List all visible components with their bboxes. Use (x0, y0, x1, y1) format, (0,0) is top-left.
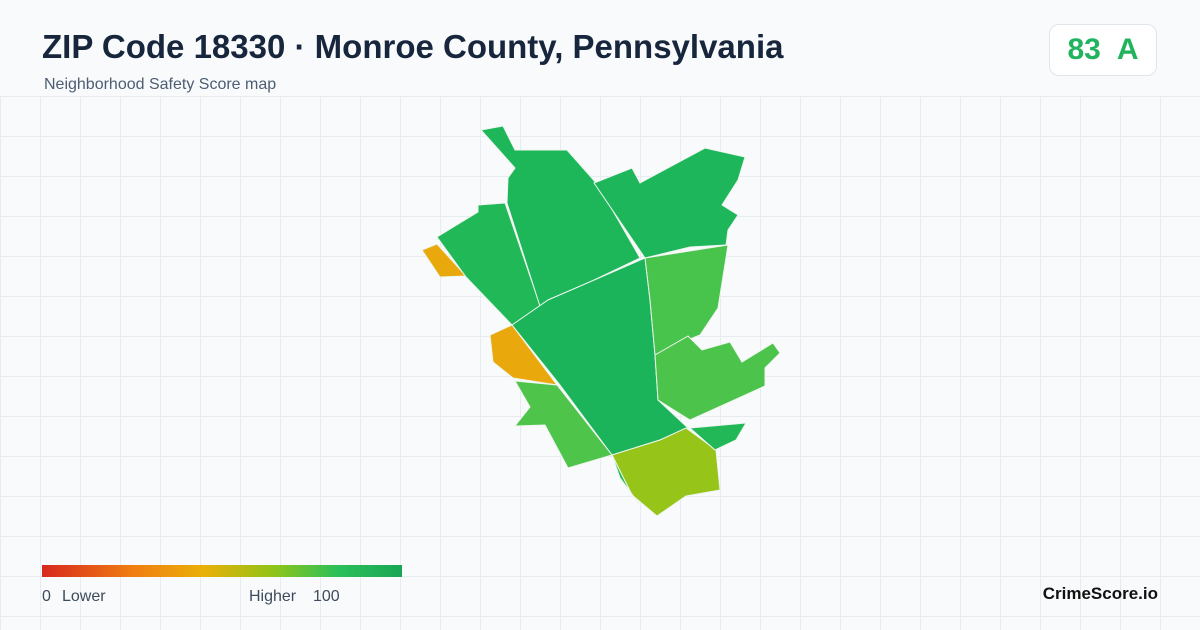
score-badge: 83 A (1049, 24, 1157, 76)
header: ZIP Code 18330 · Monroe County, Pennsylv… (0, 0, 1200, 96)
title: ZIP Code 18330 · Monroe County, Pennsylv… (42, 28, 784, 65)
area (436, 202, 546, 326)
area (489, 324, 559, 386)
area (611, 427, 721, 517)
score-value: 83 (1067, 33, 1101, 66)
legend-min: 0 (42, 588, 51, 605)
area (654, 335, 781, 421)
legend-max: 100 (313, 588, 340, 605)
area (593, 147, 746, 259)
legend-min-label: Lower (62, 588, 106, 605)
area (513, 380, 613, 469)
score-grade: A (1116, 33, 1139, 66)
legend-max-label: Higher (249, 588, 297, 605)
area (688, 422, 747, 451)
legend-gradient (42, 565, 402, 577)
area (611, 454, 641, 506)
brand: CrimeScore.io (1042, 584, 1158, 603)
subtitle: Neighborhood Safety Score map (44, 76, 277, 93)
